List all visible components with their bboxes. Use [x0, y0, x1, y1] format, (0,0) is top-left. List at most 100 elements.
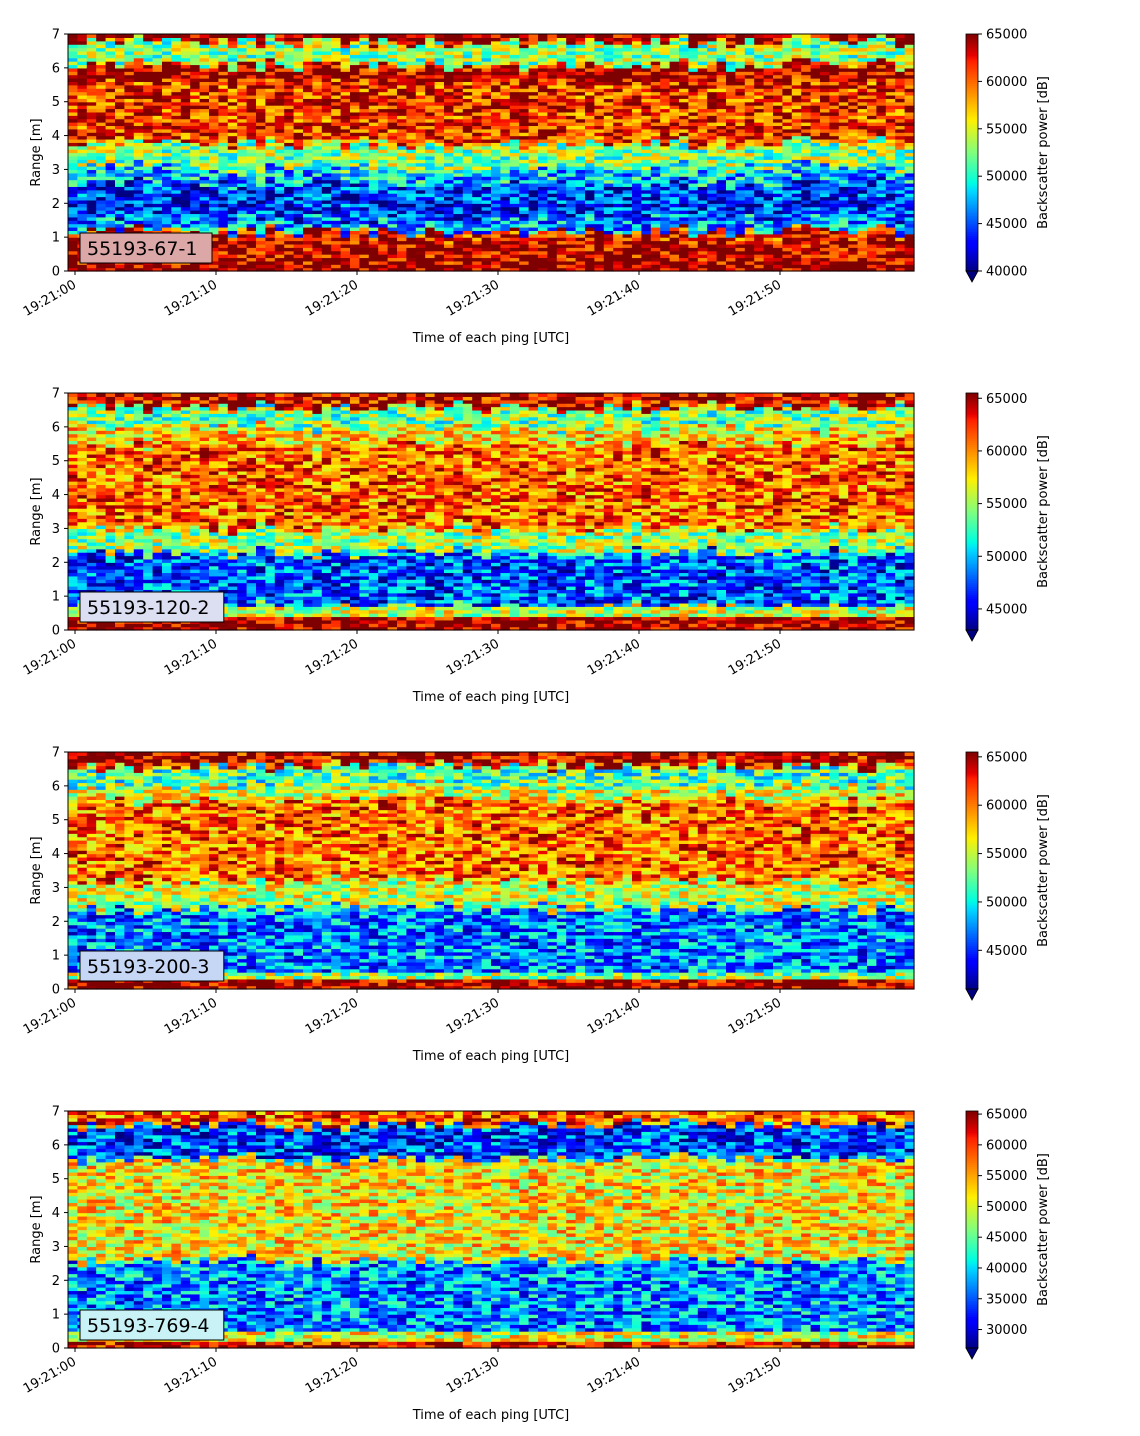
heatmap-cell — [115, 145, 125, 150]
heatmap-cell — [434, 47, 445, 52]
heatmap-cell — [86, 91, 97, 96]
heatmap-cell — [115, 193, 125, 198]
heatmap-cell — [162, 199, 172, 204]
heatmap-cell — [312, 37, 323, 42]
heatmap-cell — [180, 37, 191, 42]
heatmap-cell — [434, 40, 445, 45]
heatmap-cell — [274, 122, 285, 127]
heatmap-cell — [481, 226, 492, 231]
heatmap-cell — [331, 115, 342, 120]
heatmap-cell — [425, 166, 436, 171]
heatmap-cell — [312, 128, 323, 133]
heatmap-cell — [444, 199, 454, 204]
heatmap-cell — [500, 34, 511, 38]
heatmap-cell — [209, 186, 219, 191]
heatmap-cell — [444, 247, 454, 252]
heatmap-cell — [453, 94, 464, 99]
heatmap-cell — [218, 213, 229, 218]
heatmap-cell — [415, 159, 426, 164]
heatmap-cell — [415, 122, 426, 127]
heatmap-cell — [77, 210, 88, 215]
heatmap-cell — [199, 81, 210, 86]
heatmap-cell — [350, 37, 360, 42]
heatmap-cell — [472, 64, 483, 69]
heatmap-cell — [143, 74, 154, 79]
heatmap-cell — [86, 81, 97, 86]
heatmap-cell — [312, 196, 323, 201]
heatmap-cell — [406, 233, 417, 238]
heatmap-cell — [425, 149, 436, 154]
heatmap-cell — [444, 159, 454, 164]
heatmap-cell — [444, 67, 454, 72]
heatmap-cell — [331, 250, 342, 255]
heatmap-cell — [237, 105, 248, 110]
heatmap-cell — [143, 166, 154, 171]
heatmap-cell — [124, 216, 135, 221]
heatmap-cell — [105, 118, 116, 123]
heatmap-cell — [152, 264, 163, 269]
heatmap-cell — [284, 193, 295, 198]
heatmap-cell — [368, 115, 379, 120]
heatmap-cell — [340, 247, 351, 252]
heatmap-cell — [321, 98, 332, 103]
heatmap-cell — [237, 37, 248, 42]
heatmap-cell — [359, 122, 370, 127]
heatmap-cell — [350, 84, 360, 89]
heatmap-cell — [256, 257, 266, 262]
heatmap-cell — [227, 61, 238, 66]
heatmap-cell — [321, 243, 332, 248]
heatmap-cell — [284, 81, 295, 86]
heatmap-cell — [246, 159, 257, 164]
heatmap-cell — [246, 172, 257, 177]
heatmap-cell — [256, 240, 266, 245]
heatmap-cell — [246, 84, 257, 89]
heatmap-cell — [462, 135, 473, 140]
heatmap-cell — [284, 64, 295, 69]
heatmap-cell — [237, 115, 248, 120]
heatmap-cell — [303, 54, 313, 59]
heatmap-cell — [77, 54, 88, 59]
heatmap-cell — [265, 74, 276, 79]
heatmap-cell — [180, 34, 191, 38]
heatmap-cell — [162, 186, 172, 191]
heatmap-cell — [472, 108, 483, 113]
heatmap-cell — [171, 169, 182, 174]
heatmap-cell — [378, 122, 389, 127]
heatmap-cell — [444, 233, 454, 238]
heatmap-cell — [209, 101, 219, 106]
heatmap-cell — [462, 111, 473, 116]
heatmap-cell — [209, 115, 219, 120]
heatmap-cell — [321, 37, 332, 42]
heatmap-cell — [481, 78, 492, 82]
heatmap-cell — [152, 149, 163, 154]
heatmap-cell — [472, 233, 483, 238]
heatmap-cell — [368, 57, 379, 62]
heatmap-cell — [284, 152, 295, 157]
heatmap-cell — [312, 226, 323, 231]
heatmap-cell — [199, 176, 210, 181]
heatmap-cell — [378, 193, 389, 198]
heatmap-cell — [303, 138, 313, 143]
heatmap-cell — [96, 179, 107, 184]
heatmap-cell — [265, 98, 276, 103]
heatmap-cell — [143, 162, 154, 167]
heatmap-cell — [246, 230, 257, 235]
heatmap-cell — [115, 81, 125, 86]
heatmap-cell — [481, 216, 492, 221]
heatmap-cell — [350, 122, 360, 127]
heatmap-cell — [265, 132, 276, 137]
heatmap-cell — [227, 186, 238, 191]
heatmap-cell — [368, 250, 379, 255]
heatmap-cell — [218, 142, 229, 147]
heatmap-cell — [68, 267, 78, 272]
heatmap-cell — [444, 182, 454, 187]
heatmap-cell — [246, 203, 257, 208]
heatmap-cell — [462, 57, 473, 62]
heatmap-cell — [124, 226, 135, 231]
heatmap-cell — [312, 47, 323, 52]
heatmap-cell — [491, 152, 501, 157]
heatmap-cell — [152, 122, 163, 127]
heatmap-cell — [227, 115, 238, 120]
heatmap-cell — [378, 264, 389, 269]
heatmap-cell — [378, 220, 389, 225]
